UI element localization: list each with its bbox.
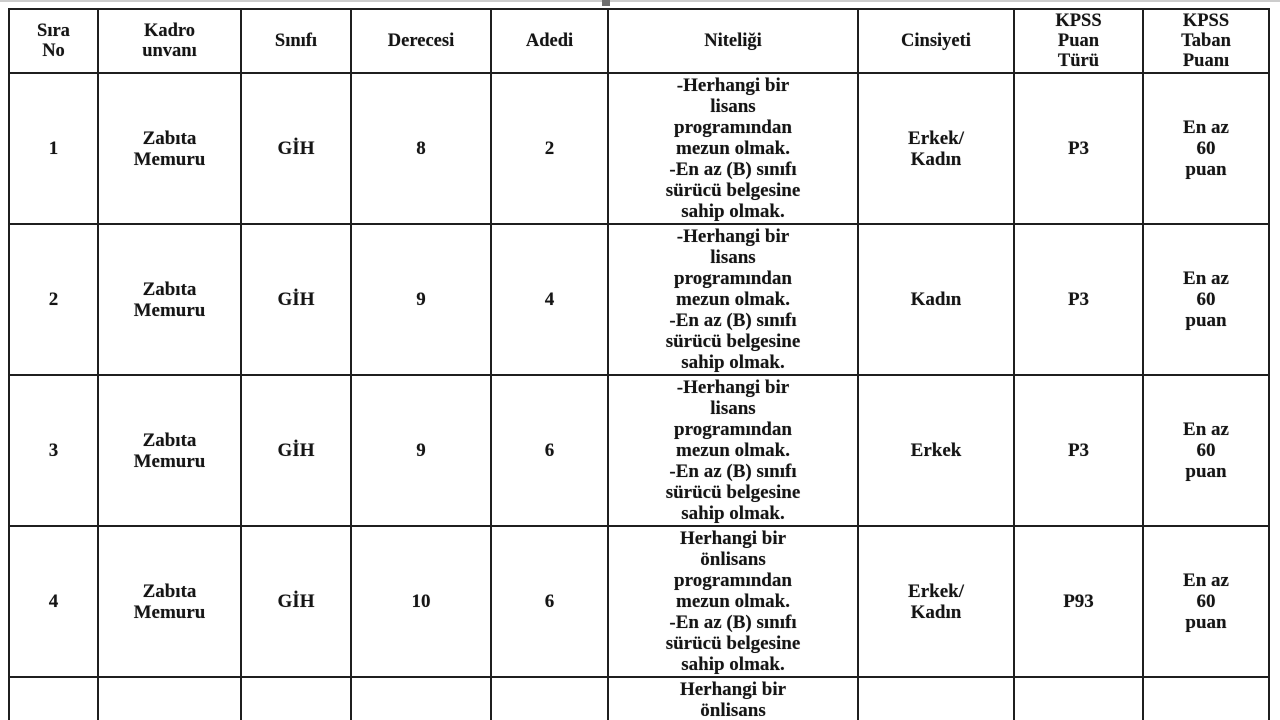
cell-niteligi: -Herhangi bir lisans programından mezun … bbox=[607, 223, 859, 376]
cell-kadro-unvani: Zabıta Memuru bbox=[97, 525, 242, 678]
scan-artifact-line bbox=[0, 0, 1280, 2]
cell-derecesi: 8 bbox=[350, 72, 492, 225]
cell-kadro-unvani: Zabıta Memuru bbox=[97, 374, 242, 527]
cell-sinifi: GİH bbox=[240, 525, 352, 678]
cell-adedi: 6 bbox=[490, 525, 609, 678]
cell-cinsiyeti: Erkek/ Kadın bbox=[857, 72, 1015, 225]
cell-cinsiyeti: Erkek bbox=[857, 374, 1015, 527]
cell-niteligi: -Herhangi bir lisans programından mezun … bbox=[607, 374, 859, 527]
cell-kadro-unvani: Zabıta Memuru bbox=[97, 676, 242, 720]
job-positions-table: Sıra No Kadro unvanı Sınıfı Derecesi Ade… bbox=[8, 8, 1270, 720]
table-header-row: Sıra No Kadro unvanı Sınıfı Derecesi Ade… bbox=[8, 8, 1270, 74]
cell-niteligi: Herhangi bir önlisans programından mezun… bbox=[607, 676, 859, 720]
header-kpss-taban-puani: KPSS Taban Puanı bbox=[1142, 8, 1270, 74]
cell-adedi: 2 bbox=[490, 676, 609, 720]
table-row: 4 Zabıta Memuru GİH 10 6 Herhangi bir ön… bbox=[8, 525, 1270, 678]
table-row: 3 Zabıta Memuru GİH 9 6 -Herhangi bir li… bbox=[8, 374, 1270, 527]
cell-cinsiyeti: Erkek/ Kadın bbox=[857, 676, 1015, 720]
cell-derecesi: 9 bbox=[350, 223, 492, 376]
cell-derecesi: 11 bbox=[350, 676, 492, 720]
cell-sira-no: 3 bbox=[8, 374, 99, 527]
cell-niteligi: Herhangi bir önlisans programından mezun… bbox=[607, 525, 859, 678]
cell-adedi: 2 bbox=[490, 72, 609, 225]
header-derecesi: Derecesi bbox=[350, 8, 492, 74]
cell-kpss-puan-turu: P93 bbox=[1013, 525, 1144, 678]
cell-sinifi: GİH bbox=[240, 374, 352, 527]
cell-sira-no: 2 bbox=[8, 223, 99, 376]
header-niteligi: Niteliği bbox=[607, 8, 859, 74]
scan-artifact-tick bbox=[602, 0, 610, 6]
table-row: 5 Zabıta Memuru GİH 11 2 Herhangi bir ön… bbox=[8, 676, 1270, 720]
cell-kpss-taban-puani: En az 60 puan bbox=[1142, 374, 1270, 527]
cell-niteligi: -Herhangi bir lisans programından mezun … bbox=[607, 72, 859, 225]
header-sinifi: Sınıfı bbox=[240, 8, 352, 74]
cell-kpss-puan-turu: P3 bbox=[1013, 374, 1144, 527]
cell-kpss-puan-turu: P93 bbox=[1013, 676, 1144, 720]
cell-cinsiyeti: Kadın bbox=[857, 223, 1015, 376]
cell-cinsiyeti: Erkek/ Kadın bbox=[857, 525, 1015, 678]
cell-sinifi: GİH bbox=[240, 676, 352, 720]
header-kadro-unvani: Kadro unvanı bbox=[97, 8, 242, 74]
table-row: 1 Zabıta Memuru GİH 8 2 -Herhangi bir li… bbox=[8, 72, 1270, 225]
cell-kpss-puan-turu: P3 bbox=[1013, 72, 1144, 225]
cell-kpss-taban-puani: En az 60 puan bbox=[1142, 676, 1270, 720]
header-cinsiyeti: Cinsiyeti bbox=[857, 8, 1015, 74]
cell-kpss-taban-puani: En az 60 puan bbox=[1142, 223, 1270, 376]
cell-derecesi: 9 bbox=[350, 374, 492, 527]
cell-adedi: 4 bbox=[490, 223, 609, 376]
header-kpss-puan-turu: KPSS Puan Türü bbox=[1013, 8, 1144, 74]
cell-sinifi: GİH bbox=[240, 72, 352, 225]
header-adedi: Adedi bbox=[490, 8, 609, 74]
cell-kpss-taban-puani: En az 60 puan bbox=[1142, 72, 1270, 225]
cell-adedi: 6 bbox=[490, 374, 609, 527]
cell-sinifi: GİH bbox=[240, 223, 352, 376]
table-row: 2 Zabıta Memuru GİH 9 4 -Herhangi bir li… bbox=[8, 223, 1270, 376]
cell-kpss-taban-puani: En az 60 puan bbox=[1142, 525, 1270, 678]
header-sira-no: Sıra No bbox=[8, 8, 99, 74]
cell-derecesi: 10 bbox=[350, 525, 492, 678]
cell-sira-no: 5 bbox=[8, 676, 99, 720]
cell-kpss-puan-turu: P3 bbox=[1013, 223, 1144, 376]
cell-sira-no: 4 bbox=[8, 525, 99, 678]
cell-kadro-unvani: Zabıta Memuru bbox=[97, 223, 242, 376]
cell-kadro-unvani: Zabıta Memuru bbox=[97, 72, 242, 225]
cell-sira-no: 1 bbox=[8, 72, 99, 225]
